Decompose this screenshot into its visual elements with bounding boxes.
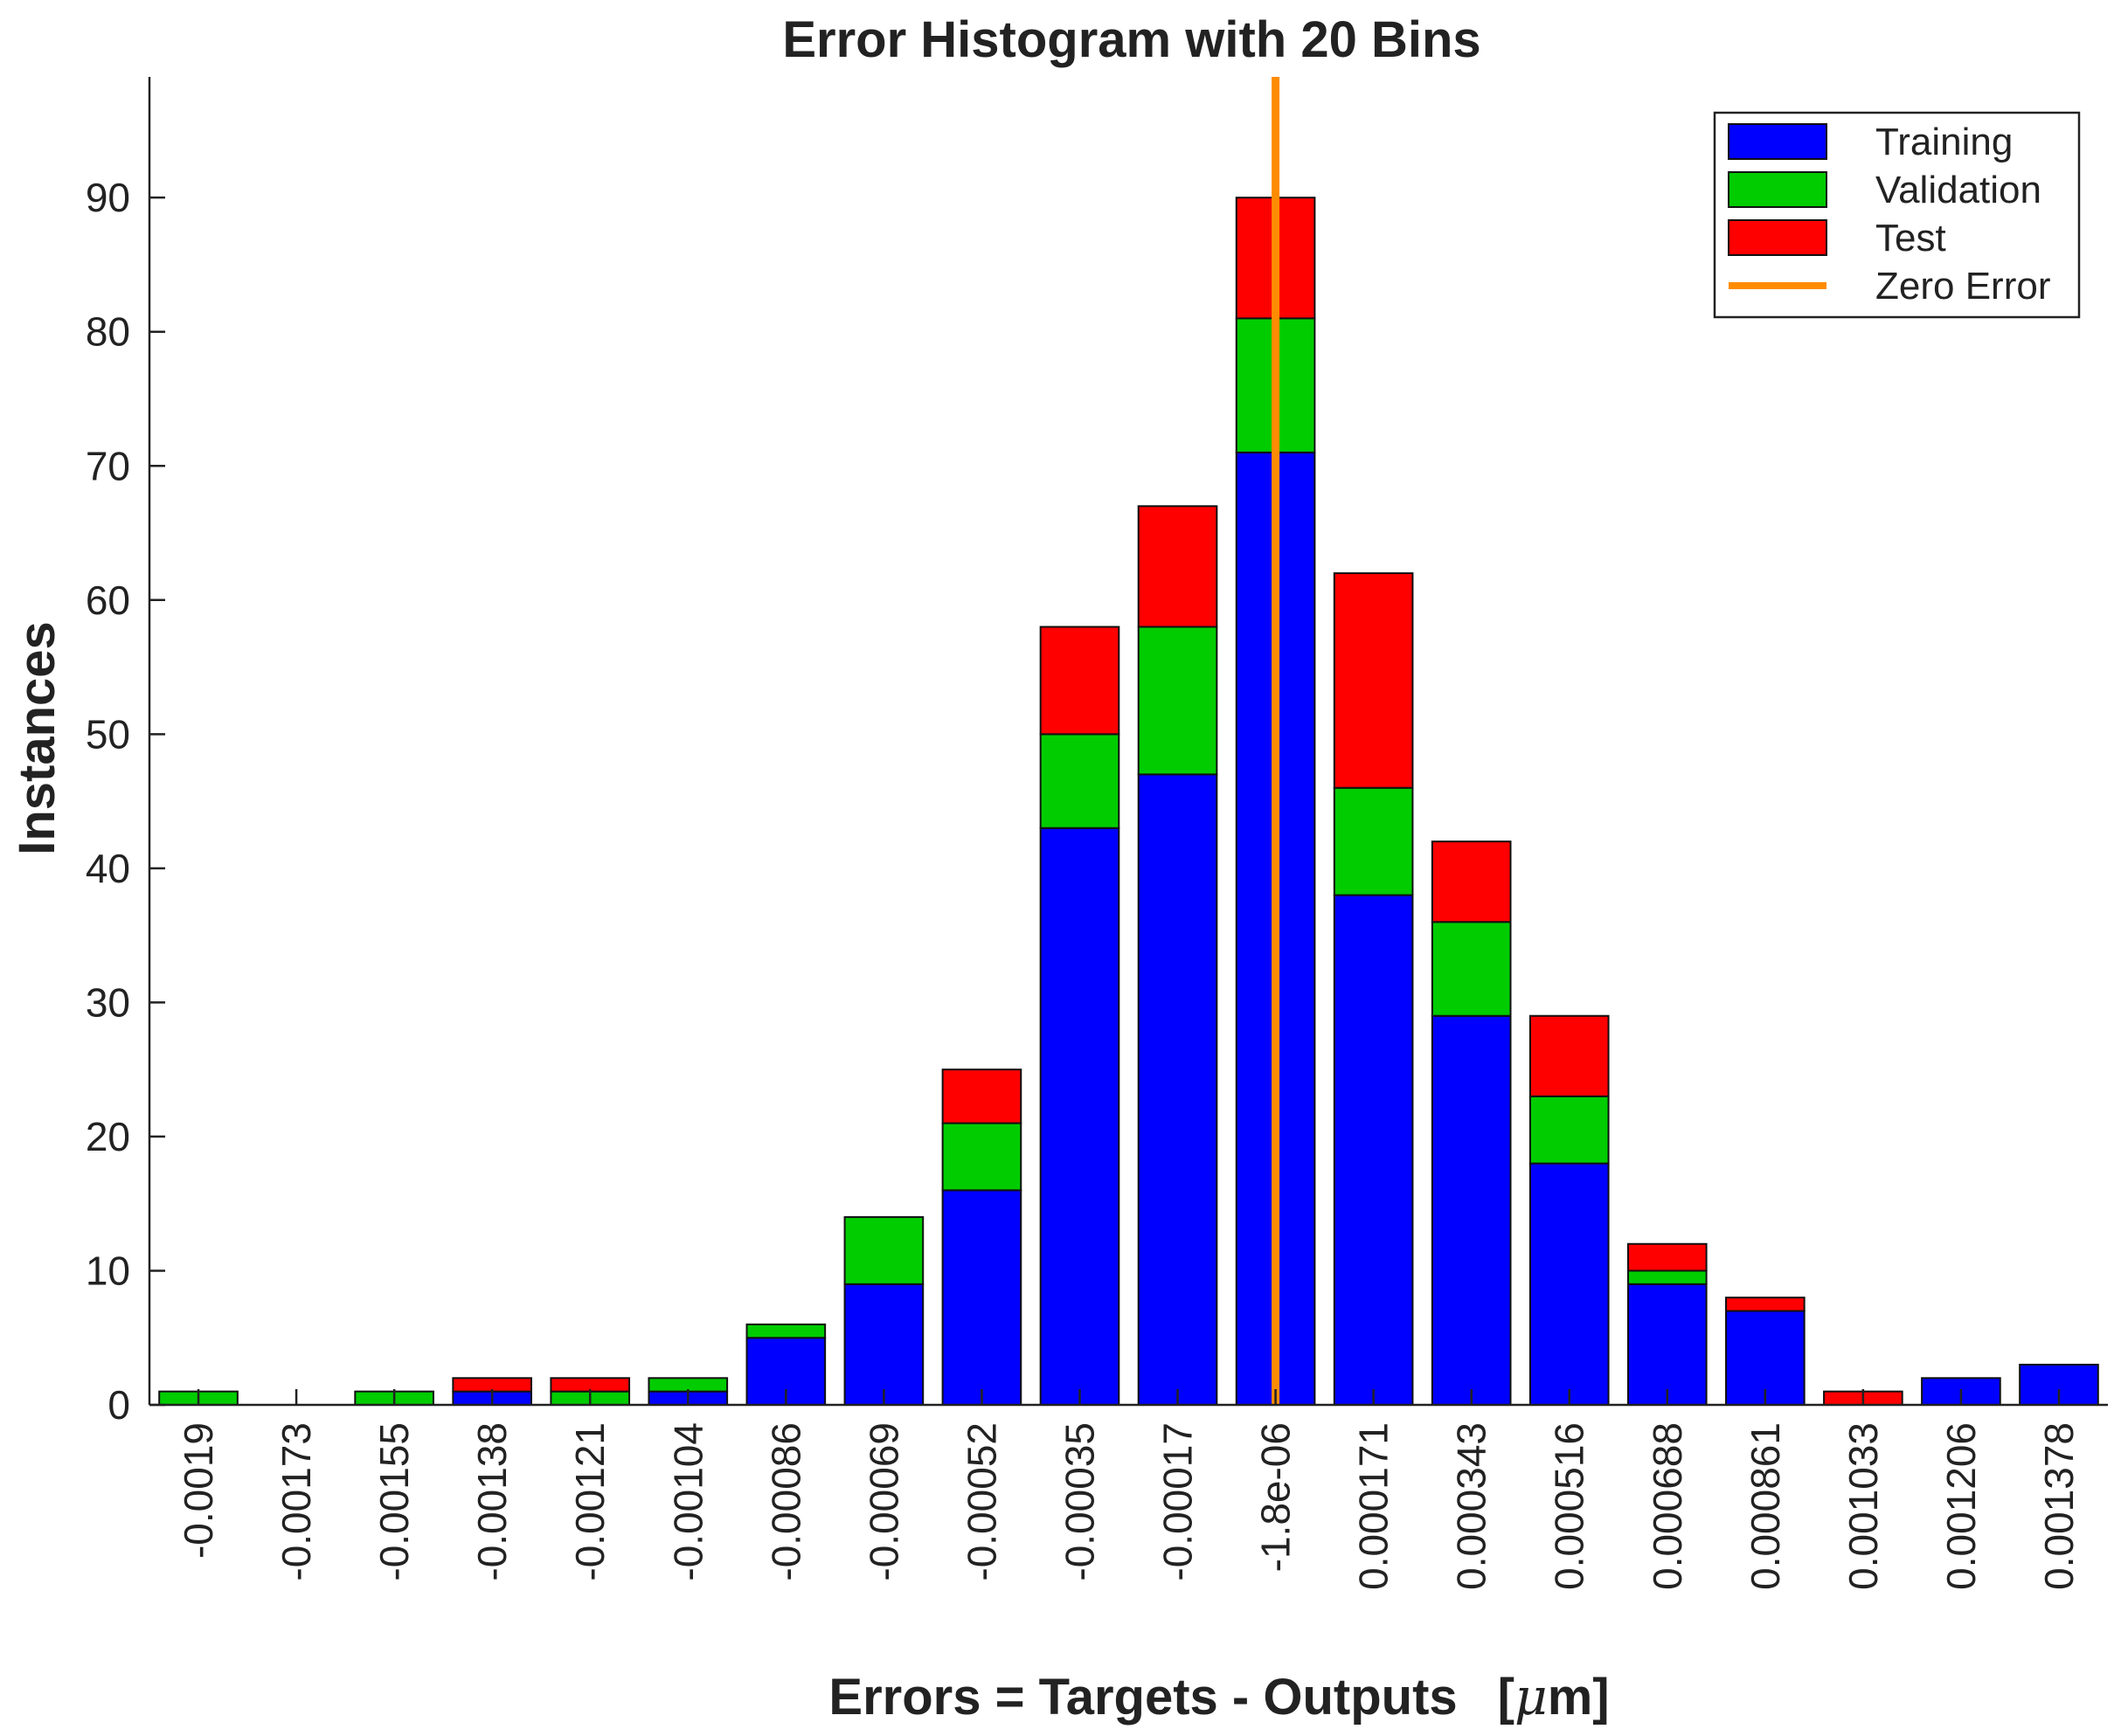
bar-validation-7 — [843, 1216, 925, 1285]
x-tick-label: 0.000171 — [1351, 1422, 1397, 1590]
legend-swatch-test — [1728, 219, 1827, 256]
y-tick-label: 50 — [86, 711, 130, 757]
y-axis-label: Instances — [9, 621, 66, 855]
legend-label: Zero Error — [1875, 265, 2050, 308]
bar-test-16 — [1725, 1297, 1806, 1312]
x-tick-label: -0.00052 — [959, 1422, 1004, 1581]
bar-validation-14 — [1528, 1095, 1610, 1165]
bar-validation-8 — [941, 1122, 1022, 1192]
bar-training-13 — [1431, 1014, 1512, 1406]
x-tick-label: -0.00173 — [274, 1422, 319, 1581]
bar-training-14 — [1528, 1162, 1610, 1406]
x-tick-label: -1.8e-06 — [1253, 1422, 1299, 1572]
x-ticks: -0.0019 -0.00173 -0.00155 -0.00138 -0.00121 -… — [176, 1389, 2082, 1590]
x-tick-label: 0.001206 — [1938, 1422, 1984, 1590]
bar-training-15 — [1626, 1283, 1708, 1407]
x-tick-label: 0.000516 — [1547, 1422, 1592, 1590]
legend-label: Validation — [1875, 169, 2041, 211]
legend: Training Validation Test Zero Error — [1713, 111, 2081, 319]
x-tick-label: 0.001378 — [2036, 1422, 2082, 1590]
y-tick-label: 0 — [107, 1382, 130, 1428]
x-axis-label-main: Errors = Targets - Outputs — [828, 1669, 1457, 1726]
bar-test-15 — [1626, 1242, 1708, 1272]
bar-validation-12 — [1333, 786, 1414, 896]
x-tick-label: 0.000343 — [1449, 1422, 1494, 1590]
bars-layer — [158, 197, 2099, 1407]
legend-swatch-validation — [1728, 171, 1827, 208]
bar-validation-13 — [1431, 921, 1512, 1017]
bar-test-13 — [1431, 840, 1512, 923]
x-tick-label: -0.00121 — [567, 1422, 613, 1581]
x-tick-label: -0.00086 — [763, 1422, 808, 1581]
bar-test-14 — [1528, 1014, 1610, 1097]
bar-validation-15 — [1626, 1269, 1708, 1285]
x-axis-label: Errors = Targets - Outputs [μm] — [828, 1667, 1609, 1726]
bar-validation-9 — [1039, 733, 1120, 829]
x-tick-label: -0.00155 — [371, 1422, 417, 1581]
bar-training-12 — [1333, 894, 1414, 1406]
y-tick-label: 30 — [86, 979, 130, 1025]
x-axis-unit-open: [ — [1498, 1669, 1515, 1726]
x-tick-label: -0.00035 — [1057, 1422, 1102, 1581]
x-tick-label: -0.00138 — [469, 1422, 515, 1581]
x-axis-unit-rest: m] — [1548, 1669, 1610, 1726]
bar-test-10 — [1137, 505, 1218, 628]
y-tick-label: 70 — [86, 443, 130, 488]
bar-training-10 — [1137, 773, 1218, 1406]
x-tick-label: -0.0019 — [176, 1422, 221, 1559]
y-tick-label: 90 — [86, 175, 130, 220]
y-tick-label: 20 — [86, 1114, 130, 1159]
x-tick-label: -0.00017 — [1155, 1422, 1201, 1581]
bar-test-9 — [1039, 626, 1120, 736]
x-tick-label: 0.000688 — [1645, 1422, 1690, 1590]
legend-label: Test — [1875, 217, 1946, 259]
y-tick-label: 40 — [86, 846, 130, 891]
bar-test-12 — [1333, 572, 1414, 789]
bar-training-7 — [843, 1283, 925, 1407]
y-tick-label: 10 — [86, 1248, 130, 1293]
bar-training-8 — [941, 1189, 1022, 1406]
bar-validation-6 — [745, 1323, 827, 1339]
x-tick-label: -0.00104 — [665, 1422, 710, 1581]
y-ticks: 0 10 20 30 40 50 60 70 80 90 — [86, 175, 165, 1428]
legend-label: Training — [1875, 121, 2013, 163]
x-tick-label: 0.000861 — [1743, 1422, 1788, 1590]
bar-validation-10 — [1137, 626, 1218, 776]
bar-training-9 — [1039, 827, 1120, 1406]
chart-title: Error Histogram with 20 Bins — [782, 11, 1480, 68]
x-axis-unit-mu: μ — [1515, 1667, 1548, 1726]
x-tick-label: 0.001033 — [1840, 1422, 1886, 1590]
bar-test-8 — [941, 1069, 1022, 1124]
y-tick-label: 80 — [86, 309, 130, 355]
y-tick-label: 60 — [86, 578, 130, 623]
legend-swatch-training — [1728, 123, 1827, 160]
x-tick-label: -0.00069 — [861, 1422, 906, 1581]
